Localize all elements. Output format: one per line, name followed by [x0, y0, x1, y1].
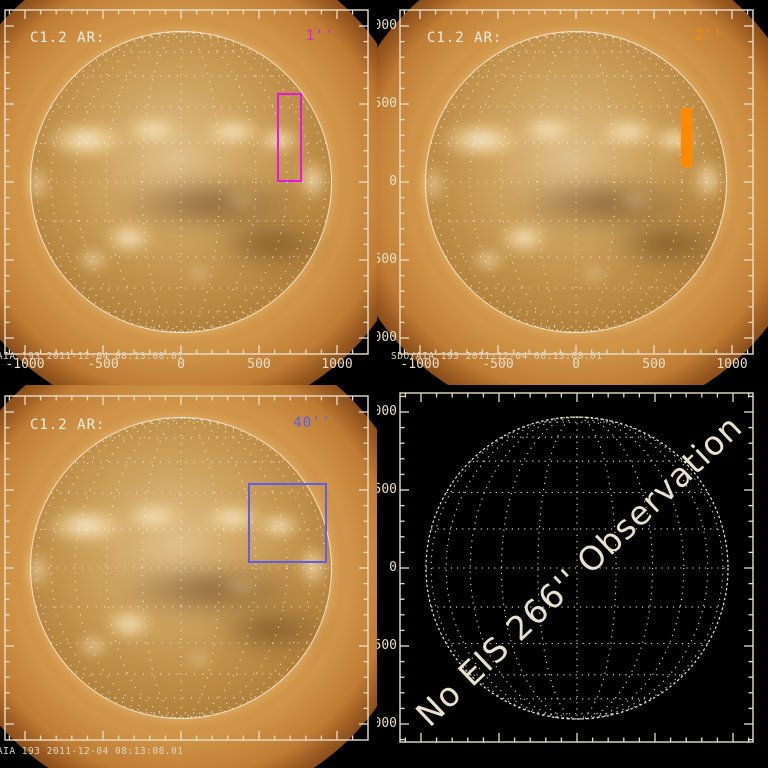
panel-aia-slit-1arcsec: C1.2 AR: 1'' SDO/AIA 193 2011-12-04 08:1…: [0, 0, 377, 385]
y-axis-tick-label: 0: [389, 560, 397, 575]
y-axis-tick-label: -500: [377, 638, 397, 653]
x-axis-tick-label: -1000: [5, 357, 45, 372]
slit-width-label: 40'': [293, 415, 331, 431]
y-axis-tick-label: 1000: [377, 404, 397, 419]
y-axis-tick-label: 500: [377, 482, 397, 497]
x-axis-tick-label: -500: [482, 357, 514, 372]
heliographic-grid: [31, 31, 331, 333]
slit-fov-box: [247, 482, 327, 564]
image-credit: SDO/AIA 193 2011-12-04 08:13:08.01: [391, 351, 603, 362]
x-axis-tick-label: 1000: [321, 357, 353, 372]
axes-frame: [4, 395, 369, 741]
sun-image: [0, 0, 377, 385]
y-axis-tick-label: 0: [389, 174, 397, 189]
heliographic-grid: [31, 417, 331, 719]
x-axis-tick-label: -1000: [400, 357, 440, 372]
y-axis-tick-label: -1000: [377, 330, 397, 345]
x-axis-tick-label: 500: [642, 357, 666, 372]
heliographic-grid: [426, 31, 726, 333]
slit-width-label: 1'': [305, 28, 334, 44]
x-axis-tick-label: 0: [572, 357, 580, 372]
sun-image: [377, 0, 768, 385]
axes-frame: [4, 9, 369, 355]
slit-fov-box: [680, 108, 692, 167]
x-axis-tick-label: 0: [177, 357, 185, 372]
y-axis-tick-label: -500: [377, 252, 397, 267]
y-axis-tick-label: 1000: [377, 18, 397, 33]
x-axis-tick-label: 1000: [716, 357, 748, 372]
panel-title: C1.2 AR:: [30, 417, 106, 433]
image-credit: SDO/AIA 193 2011-12-04 08:13:08.01: [0, 351, 184, 362]
panel-title: C1.2 AR:: [30, 30, 106, 46]
slit-width-label: 2'': [694, 28, 723, 44]
image-credit: SDO/AIA 193 2011-12-04 08:13:08.01: [0, 746, 184, 757]
axes-frame: [399, 392, 754, 743]
y-axis-tick-label: -1000: [377, 716, 397, 731]
panel-aia-slit-2arcsec: C1.2 AR: 2'' SDO/AIA 193 2011-12-04 08:1…: [377, 0, 768, 385]
panel-title: C1.2 AR:: [427, 30, 503, 46]
panel-aia-slit-40arcsec: C1.2 AR: 40'' SDO/AIA 193 2011-12-04 08:…: [0, 385, 377, 768]
heliographic-grid: [425, 416, 729, 720]
sun-image: [0, 385, 377, 768]
panel-no-observation: No EIS 266'' Observation 10005000-500-10…: [377, 385, 768, 768]
slit-fov-box: [276, 93, 302, 182]
axes-frame: [399, 9, 754, 355]
x-axis-tick-label: -500: [87, 357, 119, 372]
y-axis-tick-label: 500: [377, 96, 397, 111]
x-axis-tick-label: 500: [247, 357, 271, 372]
